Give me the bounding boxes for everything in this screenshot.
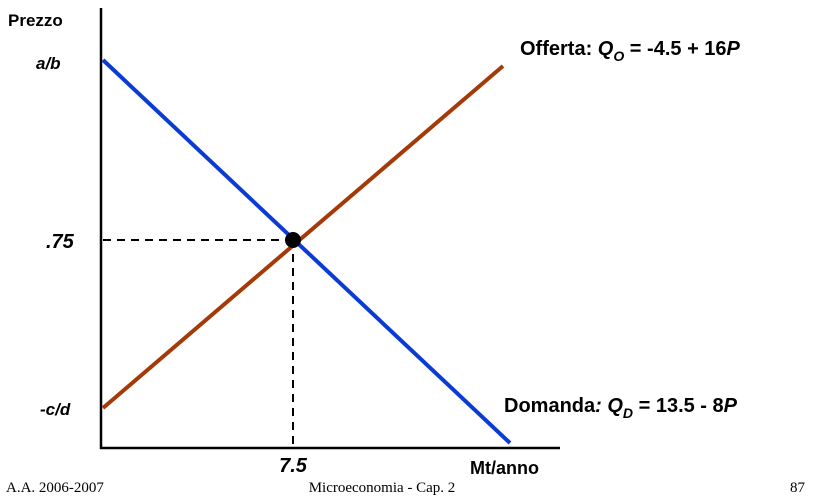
footer-right: 87 xyxy=(790,480,806,496)
x-axis-label: Mt/anno xyxy=(470,458,539,478)
supply-eq: = -4.5 + 16 xyxy=(624,38,726,60)
footer-center: Microeconomia - Cap. 2 xyxy=(309,480,456,496)
demand-line xyxy=(101,58,512,445)
y-tick-label: .75 xyxy=(46,231,75,253)
x-tick-label: 7.5 xyxy=(279,455,308,477)
demand-eq: = 13.5 - 8 xyxy=(633,395,724,417)
y-axis-label: Prezzo xyxy=(8,11,63,30)
supply-sub: O xyxy=(613,48,624,64)
demand-label: Domanda: QD = 13.5 - 8P xyxy=(504,395,738,421)
demand-sub: D xyxy=(623,405,633,421)
y-tick-label: -c/d xyxy=(40,400,71,419)
supply-var: Q xyxy=(598,38,614,60)
equilibrium-point xyxy=(285,232,301,248)
y-tick-label: a/b xyxy=(36,54,61,73)
supply-label: Offerta: QO = -4.5 + 16P xyxy=(520,38,741,64)
demand-var: : Q xyxy=(595,395,623,417)
demand-name: Domanda xyxy=(504,395,596,417)
supply-p: P xyxy=(727,38,741,60)
footer-left: A.A. 2006-2007 xyxy=(6,480,104,496)
supply-line xyxy=(101,64,505,410)
supply-name: Offerta: xyxy=(520,38,598,60)
demand-p: P xyxy=(724,395,738,417)
